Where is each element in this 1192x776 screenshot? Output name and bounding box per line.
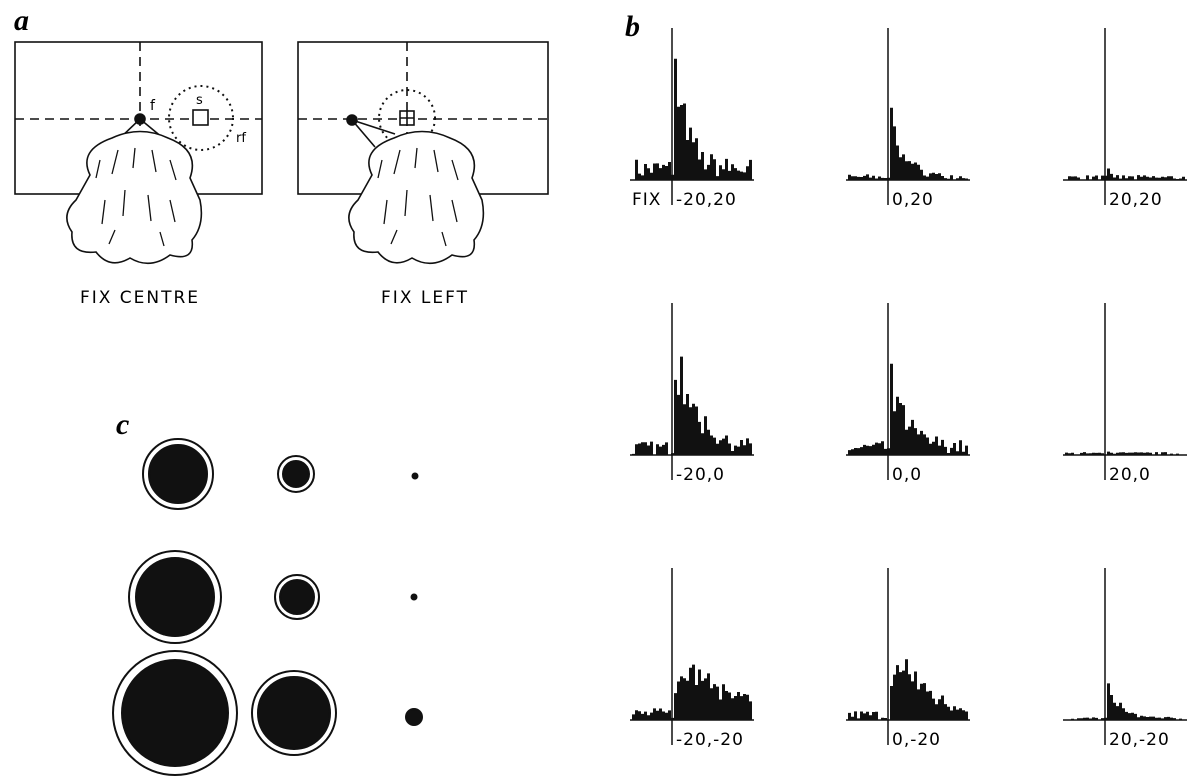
histogram-bars bbox=[632, 665, 752, 720]
histogram: 0,20 bbox=[846, 28, 970, 210]
panel-label: a bbox=[14, 4, 29, 37]
histogram: 20,20 bbox=[1063, 28, 1187, 210]
histogram-bars bbox=[848, 108, 968, 180]
position-label: -20,-20 bbox=[676, 730, 744, 750]
position-label: 20,-20 bbox=[1109, 730, 1170, 750]
position-label: 0,-20 bbox=[892, 730, 941, 750]
histogram-bars bbox=[635, 59, 752, 180]
position-label: 0,0 bbox=[892, 465, 922, 485]
caption: FIX CENTRE bbox=[80, 288, 200, 308]
circle-array bbox=[113, 439, 422, 775]
histogram-bars bbox=[848, 364, 968, 455]
caption: FIX LEFT bbox=[381, 288, 469, 308]
position-label: -20,20 bbox=[676, 190, 737, 210]
histogram-bars bbox=[848, 659, 968, 720]
position-label: -20,0 bbox=[676, 465, 725, 485]
panel-label: b bbox=[625, 10, 640, 43]
histogram-bars bbox=[1071, 683, 1182, 720]
histogram: -20,20 bbox=[630, 28, 754, 210]
histogram-bars bbox=[1068, 169, 1185, 181]
histogram-bars bbox=[632, 357, 752, 455]
position-label: 0,20 bbox=[892, 190, 934, 210]
figure: a b c f s rf FIX CENTRE FIX LEFT bbox=[0, 0, 1192, 776]
histogram: -20,-20 bbox=[630, 568, 754, 750]
histogram-bars bbox=[1065, 452, 1179, 455]
stimulus-mark: s bbox=[196, 93, 203, 108]
screen-diagram bbox=[15, 42, 262, 263]
fixation-mark: f bbox=[150, 98, 156, 114]
histogram: 0,-20 bbox=[846, 568, 970, 750]
histogram: 20,-20 bbox=[1063, 568, 1187, 750]
panel-label: c bbox=[116, 408, 129, 441]
histogram: 0,0 bbox=[846, 303, 970, 485]
position-label: 20,0 bbox=[1109, 465, 1151, 485]
screen-diagram bbox=[298, 42, 548, 263]
histogram: -20,0 bbox=[630, 303, 754, 485]
fix-label: FIX bbox=[632, 190, 661, 210]
position-label: 20,20 bbox=[1109, 190, 1163, 210]
histogram: 20,0 bbox=[1063, 303, 1187, 485]
field-mark: rf bbox=[236, 131, 246, 146]
